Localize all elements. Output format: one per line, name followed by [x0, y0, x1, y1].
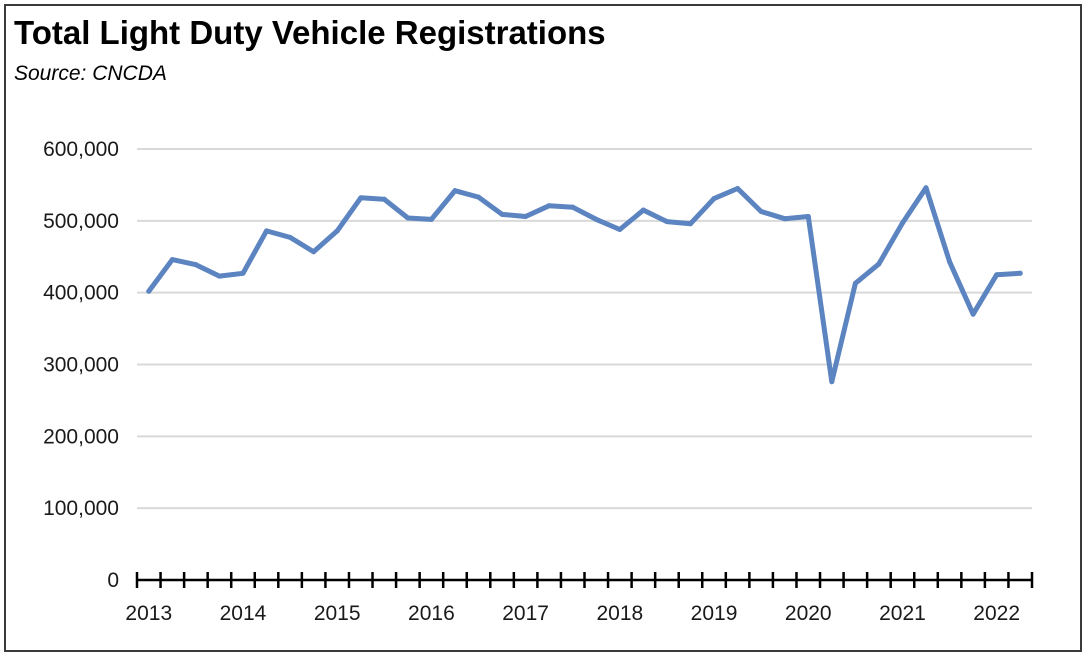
data-point: [570, 204, 576, 210]
x-tick-label: 2017: [502, 602, 549, 625]
data-point: [499, 211, 505, 217]
data-point: [947, 259, 953, 265]
data-point: [805, 214, 811, 220]
x-tick-label: 2015: [314, 602, 361, 625]
x-tick-label: 2018: [596, 602, 643, 625]
data-point: [758, 208, 764, 214]
data-point: [687, 221, 693, 227]
chart-frame: [4, 4, 1082, 652]
data-point: [381, 196, 387, 202]
x-tick-label: 2021: [879, 602, 926, 625]
data-point: [264, 228, 270, 234]
x-tick-label: 2013: [125, 602, 172, 625]
x-tick-label: 2019: [691, 602, 738, 625]
data-point: [311, 249, 317, 255]
data-point: [334, 228, 340, 234]
data-point: [711, 196, 717, 202]
data-point: [428, 216, 434, 222]
y-tick-label: 500,000: [43, 210, 119, 233]
y-tick-label: 200,000: [43, 425, 119, 448]
data-point: [829, 379, 835, 385]
chart-subtitle: Source: CNCDA: [14, 62, 167, 85]
data-point: [899, 220, 905, 226]
data-point: [523, 214, 529, 220]
y-tick-label: 300,000: [43, 354, 119, 377]
y-tick-label: 0: [107, 569, 119, 592]
data-point: [452, 188, 458, 194]
series-line: [146, 185, 1023, 385]
chart-title: Total Light Duty Vehicle Registrations: [14, 14, 606, 51]
series: [146, 185, 1023, 385]
data-point: [287, 234, 293, 240]
x-axis: 2013 2014 2015 2016 2017 2018 2019 2020 2021 2022: [125, 572, 1034, 625]
data-point: [970, 311, 976, 317]
data-point: [782, 216, 788, 222]
data-point: [216, 273, 222, 279]
data-point: [735, 186, 741, 192]
y-axis: 0 100,000 200,000 300,000 400,000 500,000 600,…: [43, 138, 119, 592]
data-point: [593, 216, 599, 222]
data-point: [476, 194, 482, 200]
data-point: [994, 272, 1000, 278]
data-point: [876, 261, 882, 267]
data-point: [358, 195, 364, 201]
y-tick-label: 100,000: [43, 497, 119, 520]
data-point: [405, 215, 411, 221]
gridlines: [137, 148, 1032, 510]
data-point: [640, 207, 646, 213]
x-tick-label: 2022: [973, 602, 1020, 625]
data-point: [169, 257, 175, 263]
y-tick-label: 600,000: [43, 138, 119, 161]
y-tick-label: 400,000: [43, 282, 119, 305]
data-point: [923, 185, 929, 191]
data-point: [546, 203, 552, 209]
data-point: [617, 226, 623, 232]
data-point: [1017, 270, 1023, 276]
data-point: [146, 288, 152, 294]
x-tick-label: 2020: [785, 602, 832, 625]
x-tick-label: 2014: [220, 602, 267, 625]
data-point: [664, 219, 670, 225]
x-tick-label: 2016: [408, 602, 455, 625]
data-point: [193, 262, 199, 268]
data-point: [240, 270, 246, 276]
data-point: [852, 280, 858, 286]
